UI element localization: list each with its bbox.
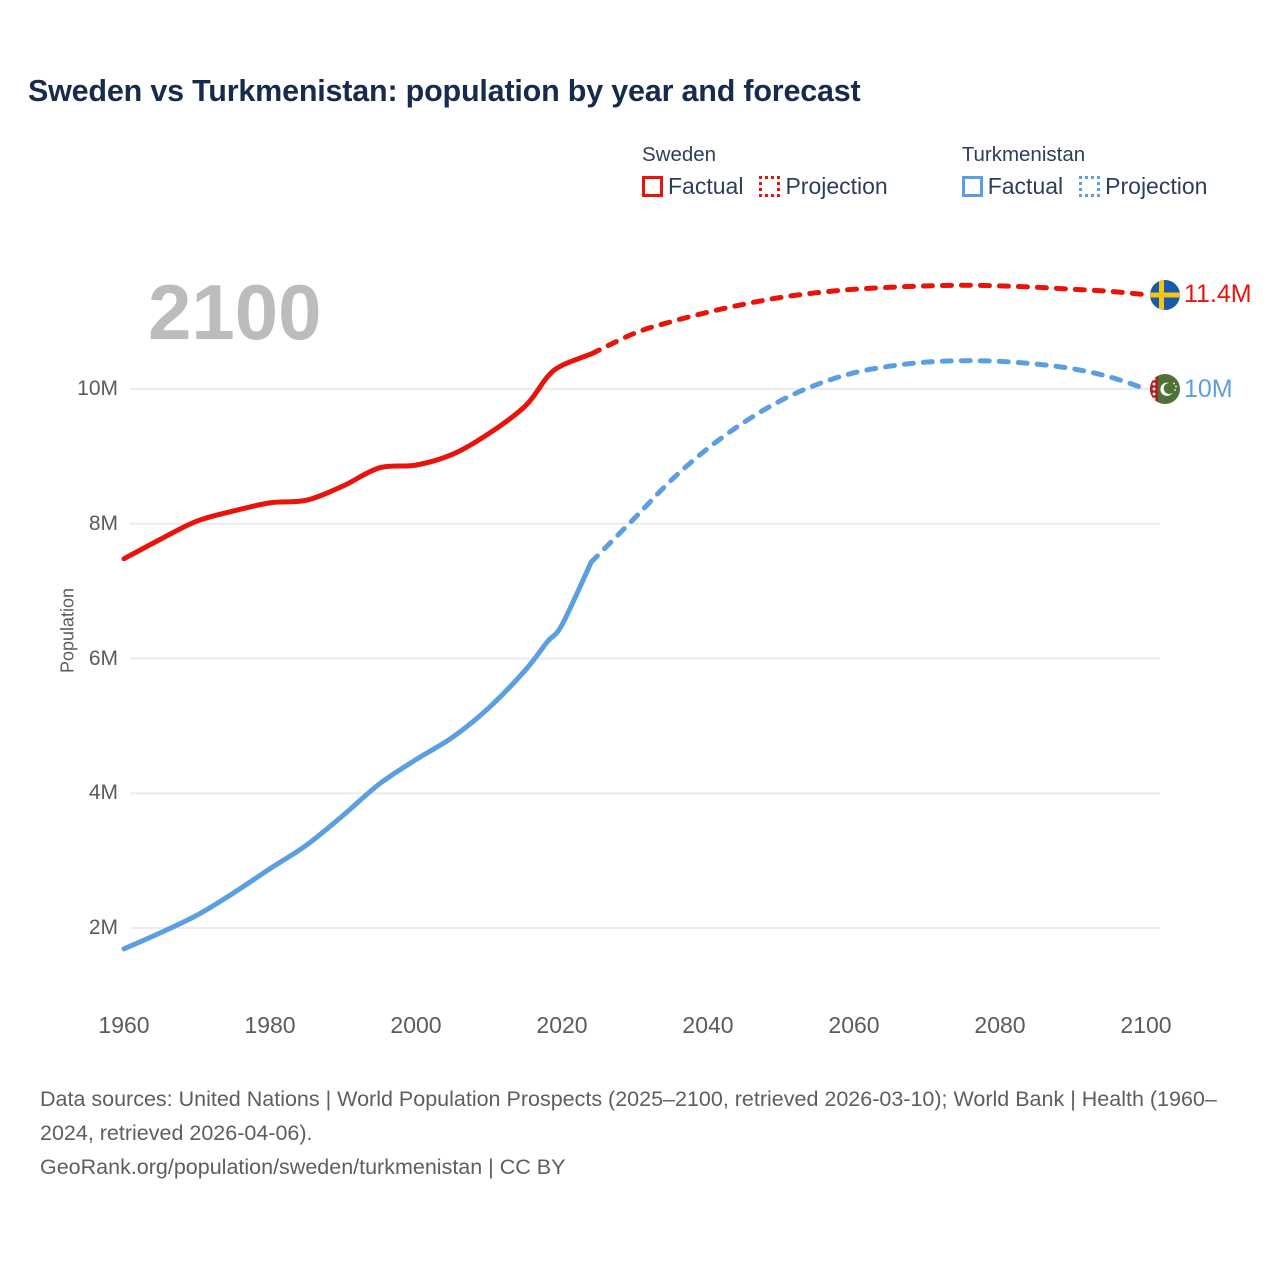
legend-group-title: Sweden — [642, 143, 717, 166]
legend-item-sweden-factual[interactable]: Factual — [642, 173, 743, 200]
legend-group-turkmenistan: Turkmenistan Factual Projection — [961, 142, 1207, 200]
legend-swatch-dotted-icon — [1079, 176, 1101, 197]
page-title: Sweden vs Turkmenistan: population by ye… — [28, 74, 861, 108]
x-axis-tick-label: 2020 — [536, 1012, 588, 1038]
series-line-sweden-factual — [121, 351, 594, 562]
x-axis-tick-label: 1960 — [98, 1012, 150, 1038]
legend-item-label: Factual — [987, 173, 1064, 199]
y-axis-title: Population — [57, 587, 78, 674]
end-label-sweden: 11.4M — [1150, 279, 1252, 310]
footer-sources: Data sources: United Nations | World Pop… — [40, 1082, 1240, 1184]
legend-item-label: Factual — [668, 173, 744, 199]
y-axis-tick-label: 10M — [77, 377, 118, 400]
x-axis-tick-label: 1980 — [244, 1012, 296, 1038]
series-line-sweden-projection — [588, 282, 1149, 357]
end-label-value: 11.4M — [1184, 280, 1252, 309]
legend-group-sweden: Sweden Factual Projection — [642, 142, 888, 200]
footer-line-1: Data sources: United Nations | World Pop… — [40, 1082, 1240, 1150]
sweden-flag-icon — [1150, 279, 1180, 310]
series-line-turkmenistan-factual — [121, 559, 594, 952]
end-label-value: 10M — [1184, 374, 1233, 403]
y-axis-tick-label: 6M — [88, 646, 118, 670]
y-axis-tick-label: 8M — [88, 511, 118, 535]
x-axis-tick-label: 2100 — [1120, 1012, 1172, 1038]
end-label-turkmenistan: 10M — [1150, 374, 1233, 404]
gridlines — [130, 388, 1160, 929]
series-lines — [121, 282, 1149, 952]
y-axis-tick-label: 2M — [88, 916, 118, 939]
y-axis-tick-label: 4M — [88, 781, 118, 805]
legend-item-label: Projection — [785, 173, 888, 199]
legend-items: Factual Projection — [961, 173, 1207, 200]
legend-item-sweden-projection[interactable]: Projection — [759, 173, 888, 200]
x-axis-tick-label: 2060 — [828, 1012, 880, 1038]
year-watermark: 2100 — [148, 268, 322, 356]
legend-swatch-dotted-icon — [759, 176, 781, 197]
footer-text: Bank | Health (1960–2024, retrieved 2026… — [40, 1087, 1217, 1145]
legend-item-turkmenistan-projection[interactable]: Projection — [1079, 173, 1207, 200]
legend-group-title: Turkmenistan — [961, 143, 1086, 166]
series-line-turkmenistan-projection — [588, 358, 1149, 565]
legend-items: Factual Projection — [642, 173, 888, 200]
legend-swatch-solid-icon — [642, 176, 663, 197]
x-axis-tick-label: 2000 — [390, 1012, 442, 1038]
legend-swatch-solid-icon — [961, 176, 983, 197]
x-axis-tick-label: 2080 — [974, 1012, 1026, 1038]
legend-item-turkmenistan-factual[interactable]: Factual — [961, 173, 1064, 200]
footer-line-3: GeoRank.org/population/sweden/turkmenist… — [40, 1155, 566, 1179]
turkmenistan-flag-icon — [1150, 374, 1180, 404]
footer-text: Data sources: United Nations | World Pop… — [40, 1087, 1010, 1111]
legend-item-label: Projection — [1105, 173, 1208, 199]
plot-area: 2100 Population 2M 4M 6M 8M 10M 1960 1980 2000… — [57, 268, 1252, 1038]
chart-svg — [121, 282, 1160, 952]
x-axis-tick-label: 2040 — [682, 1012, 734, 1038]
chart-legend: Sweden Factual Projection Turkmenistan F… — [642, 142, 1207, 200]
